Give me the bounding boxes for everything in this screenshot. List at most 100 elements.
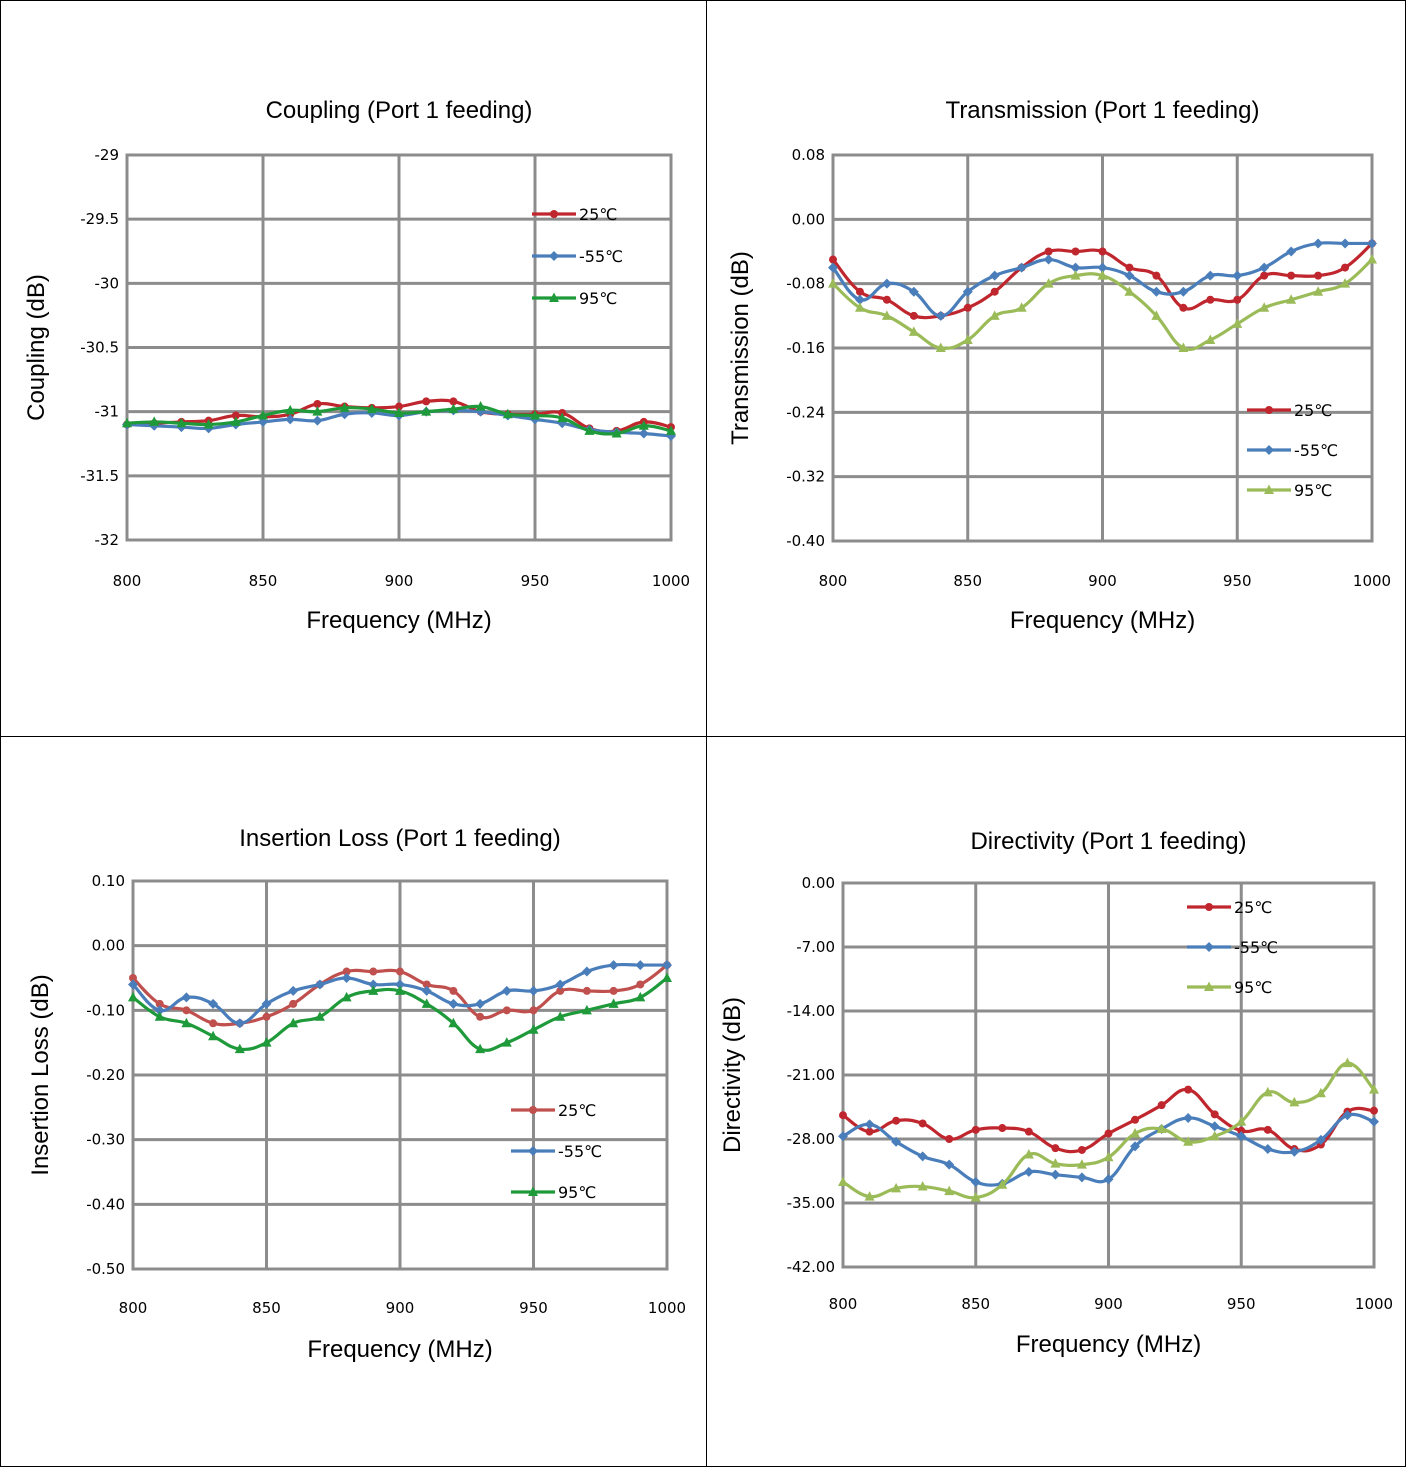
data-point xyxy=(635,991,646,1002)
data-point xyxy=(864,1119,875,1130)
data-point xyxy=(1103,1174,1114,1185)
data-point xyxy=(1232,318,1243,328)
plot-area xyxy=(131,879,669,1271)
data-point xyxy=(1016,262,1027,273)
x-tick-label: 850 xyxy=(961,1295,990,1313)
y-tick-label: -35.00 xyxy=(787,1194,835,1212)
x-tick-label: 800 xyxy=(113,572,142,590)
data-point xyxy=(1286,246,1297,257)
data-point xyxy=(1071,247,1080,256)
legend-label: 95℃ xyxy=(1294,481,1332,500)
data-point xyxy=(1097,262,1108,273)
data-point xyxy=(555,979,566,990)
data-point xyxy=(1184,1085,1193,1094)
data-point xyxy=(636,980,645,989)
y-axis-title: Transmission (dB) xyxy=(727,251,754,445)
data-point xyxy=(1156,1123,1167,1133)
data-point xyxy=(829,255,837,264)
cell-top-right xyxy=(707,1,1406,737)
legend-label: -55℃ xyxy=(558,1142,602,1161)
chart-title: Coupling (Port 1 feeding) xyxy=(266,97,533,124)
data-point xyxy=(1367,238,1377,249)
data-point xyxy=(1262,1144,1273,1155)
legend-item: 25℃ xyxy=(1187,898,1272,917)
legend-marker xyxy=(1264,484,1274,494)
data-point xyxy=(1097,270,1108,280)
data-point xyxy=(502,1006,511,1015)
data-point xyxy=(1341,263,1350,272)
y-tick-label: -0.16 xyxy=(786,339,825,357)
x-tick-label: 1000 xyxy=(648,1299,686,1317)
legend-item: 95℃ xyxy=(511,1183,596,1202)
data-point xyxy=(421,985,432,996)
legend-item: -55℃ xyxy=(532,247,623,266)
y-axis-title: Coupling (dB) xyxy=(23,274,50,421)
data-point xyxy=(230,416,241,426)
data-point xyxy=(234,1018,245,1029)
data-point xyxy=(289,999,298,1008)
data-point xyxy=(881,310,892,320)
data-point xyxy=(530,410,540,420)
legend-item: 25℃ xyxy=(511,1101,596,1120)
y-tick-label: -21.00 xyxy=(787,1066,835,1084)
data-point xyxy=(666,425,676,435)
data-point xyxy=(1342,1057,1353,1068)
data-point xyxy=(1178,286,1189,297)
legend-marker xyxy=(528,1146,538,1156)
data-point xyxy=(149,416,160,426)
data-point xyxy=(838,1176,848,1186)
y-tick-label: -0.10 xyxy=(86,1001,125,1019)
data-point xyxy=(1260,271,1269,280)
data-point xyxy=(864,1191,875,1201)
data-point xyxy=(1369,1116,1379,1127)
data-point xyxy=(917,1151,928,1162)
data-point xyxy=(203,419,214,429)
data-point xyxy=(909,311,918,320)
data-point xyxy=(1340,238,1351,249)
x-tick-label: 900 xyxy=(1088,572,1117,590)
data-point xyxy=(638,428,649,439)
data-point xyxy=(448,403,459,414)
y-tick-label: 0.10 xyxy=(92,872,125,890)
data-point xyxy=(1205,334,1216,344)
legend-item: -55℃ xyxy=(511,1142,602,1161)
data-point xyxy=(262,1012,271,1021)
legend-marker xyxy=(529,1106,537,1114)
data-point xyxy=(122,417,132,428)
data-point xyxy=(854,302,865,312)
data-point xyxy=(990,287,999,296)
data-point xyxy=(475,1043,486,1054)
data-point xyxy=(129,974,137,982)
y-tick-label: -0.50 xyxy=(86,1260,125,1278)
data-point xyxy=(234,1043,245,1054)
x-tick-label: 900 xyxy=(386,1299,415,1317)
y-tick-label: -0.20 xyxy=(86,1066,125,1084)
data-point xyxy=(261,998,272,1009)
y-tick-label: 0.00 xyxy=(92,937,125,955)
data-point xyxy=(1024,1127,1033,1136)
legend-item: -55℃ xyxy=(1247,441,1338,460)
data-point xyxy=(1315,1087,1326,1098)
data-point xyxy=(935,342,946,352)
data-point xyxy=(865,1127,874,1136)
y-axis-title: Insertion Loss (dB) xyxy=(27,974,54,1175)
data-point xyxy=(1313,286,1324,296)
data-point xyxy=(1233,295,1242,304)
data-point xyxy=(208,1030,219,1041)
y-tick-label: -0.24 xyxy=(786,403,825,421)
y-tick-label: -0.30 xyxy=(86,1131,125,1149)
data-point xyxy=(314,979,325,990)
data-point xyxy=(422,980,431,989)
data-point xyxy=(1070,270,1081,280)
data-point xyxy=(989,270,1000,281)
legend-item: 95℃ xyxy=(1247,481,1332,500)
legend-item: 95℃ xyxy=(532,289,617,308)
plot-area xyxy=(841,881,1376,1269)
data-point xyxy=(828,262,838,273)
data-point xyxy=(475,998,486,1009)
data-point xyxy=(557,412,568,423)
chart-title: Directivity (Port 1 feeding) xyxy=(970,828,1246,855)
data-point xyxy=(448,998,459,1009)
data-point xyxy=(1210,1110,1219,1119)
